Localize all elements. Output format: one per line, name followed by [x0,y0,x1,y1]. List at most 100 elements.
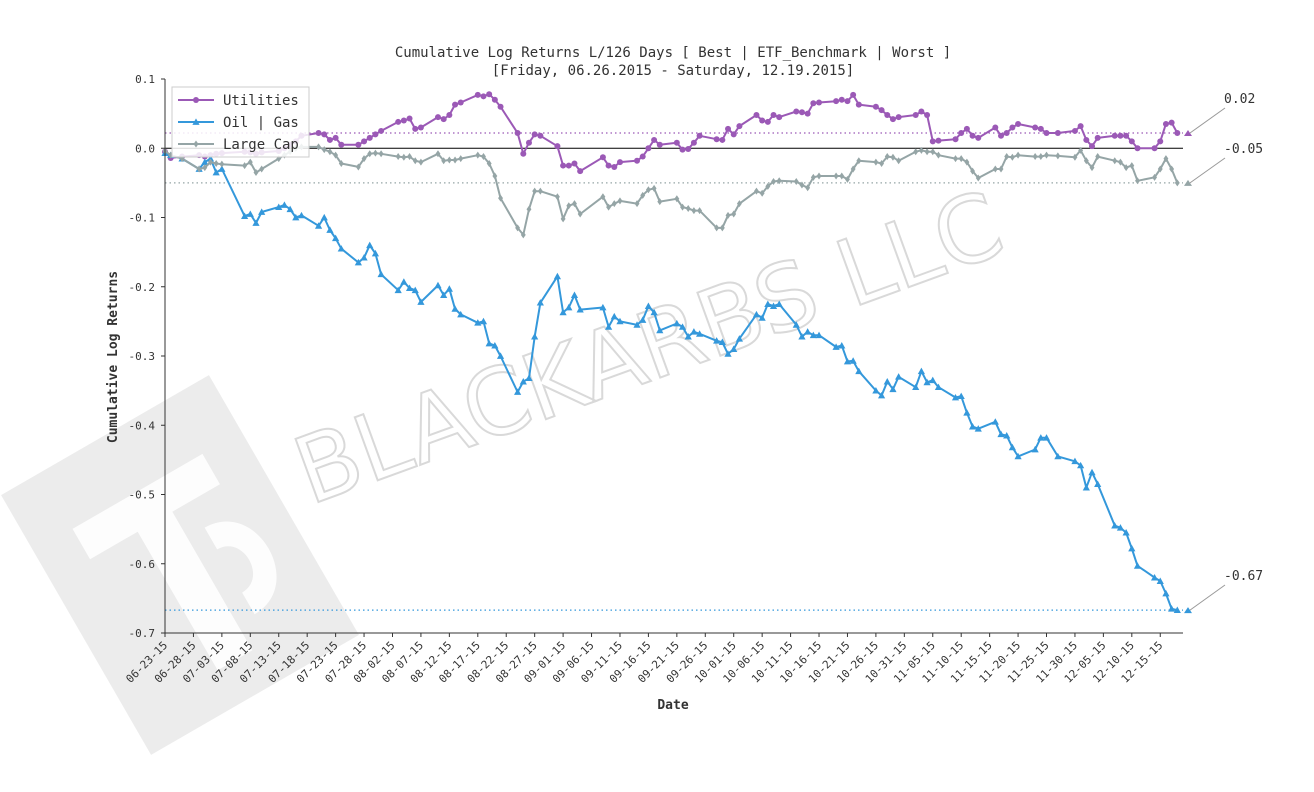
data-point [640,191,646,199]
data-point [526,205,532,213]
data-point [572,200,577,208]
data-point [1008,443,1016,451]
data-point [412,157,418,165]
data-point [725,211,731,219]
data-point [714,224,720,232]
data-point [889,116,896,123]
data-point [809,331,817,339]
data-point [371,249,380,257]
data-point [651,184,657,192]
data-point [731,210,737,218]
data-point [839,172,845,180]
data-point [674,195,680,203]
data-point [354,258,362,266]
data-point [1123,132,1130,139]
data-point [400,117,407,124]
data-point [292,213,300,221]
legend: Utilities Oil | Gas Large Cap [171,86,310,158]
data-point [1003,130,1010,137]
data-point [1031,445,1039,453]
data-point [553,272,562,280]
data-point [759,189,765,197]
data-point [936,151,941,159]
data-point [355,163,361,171]
data-point [1168,605,1176,612]
data-point [1038,153,1044,161]
data-point [576,306,584,313]
data-point [1169,165,1175,173]
y-tick-label: -0.5 [129,489,156,502]
data-point [935,137,942,144]
legend-label: Oil | Gas [223,115,299,131]
data-point [691,207,697,215]
data-point [201,158,209,165]
data-point [645,145,652,152]
data-point [560,162,567,169]
data-point [208,158,213,166]
data-point [577,168,584,175]
data-point [1072,153,1078,161]
data-point [1037,125,1044,132]
data-point [441,157,447,165]
data-point [525,139,532,146]
data-point [771,177,776,185]
legend-marker [193,140,199,148]
data-point [804,110,811,117]
data-point [1042,434,1051,441]
data-point [1122,528,1130,536]
data-point [486,159,492,167]
data-point [537,132,544,139]
data-point [992,124,999,131]
data-point [1094,480,1102,487]
data-point [650,308,658,316]
data-point [315,130,322,137]
data-point [333,151,339,159]
data-point [1078,146,1084,154]
data-point [1077,461,1085,469]
data-point [599,154,606,161]
data-point [770,112,777,119]
data-point [753,112,760,119]
data-point [321,131,328,138]
data-point [417,298,425,305]
y-tick-label: -0.4 [129,419,156,432]
data-point [1088,468,1096,476]
data-point [599,303,607,311]
data-point [1111,132,1118,139]
data-point [634,157,641,164]
data-point [873,158,879,166]
data-point [246,210,254,217]
data-point [451,305,459,312]
data-point [536,299,544,306]
data-point [617,197,623,205]
data-point [855,367,863,375]
final-value-label: 0.02 [1224,92,1255,107]
legend-item: Large Cap [178,137,299,153]
annotation-arrow [1189,107,1226,134]
final-value-label: -0.67 [1224,569,1263,584]
annotation-arrow [1189,157,1226,184]
data-point [532,187,538,195]
data-point [486,91,493,98]
data-point [611,163,618,170]
chart-title: Cumulative Log Returns L/126 Days [ Best… [395,45,951,61]
data-point [531,131,538,138]
data-point [758,314,766,321]
data-point [418,158,424,166]
data-point [1128,138,1135,145]
data-point [514,388,522,395]
data-point [1133,562,1142,569]
data-point [480,93,487,100]
data-point [355,141,362,148]
data-point [918,146,924,154]
data-point [1089,143,1096,150]
data-point [844,98,851,105]
data-point [1123,164,1129,172]
chart-subtitle: [Friday, 06.26.2015 - Saturday, 12.19.20… [492,63,854,79]
data-point [963,409,971,416]
final-value-annotations: 0.02 -0.67 -0.05 [1184,92,1263,614]
data-point [651,136,658,143]
data-point [479,317,488,325]
data-point [566,202,572,210]
data-point [764,300,772,307]
